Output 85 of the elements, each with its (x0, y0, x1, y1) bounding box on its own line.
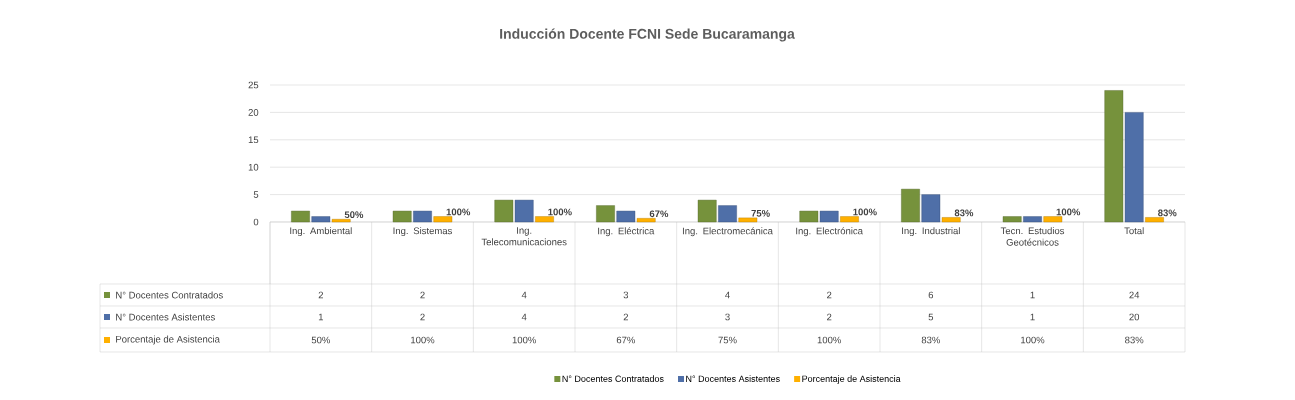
data-label: 67% (616, 336, 636, 344)
bar (1043, 216, 1063, 223)
data-label: 1 (318, 313, 324, 321)
text: 100% (446, 208, 471, 216)
text: 100% (853, 208, 877, 216)
x-tick-label: Total (1124, 227, 1144, 235)
data-label: 1 (1030, 313, 1035, 321)
data-label: 50% (311, 336, 331, 344)
bar (311, 216, 331, 223)
x-tick-label: Ing. Electrónica (796, 227, 863, 237)
y-tick-label: 5 (253, 191, 259, 198)
legend-label: Porcentaje de Asistencia (802, 375, 901, 384)
text: 67% (649, 210, 669, 218)
bar (1023, 216, 1042, 223)
text: N° Docentes Contratados (562, 375, 664, 382)
bar (596, 205, 615, 223)
text: N° Docentes Asistentes (686, 375, 780, 382)
text: 83% (1158, 209, 1177, 217)
x-tick-label: Ing. Industrial (902, 227, 960, 237)
bar (433, 216, 453, 223)
bar (921, 194, 941, 223)
data-label: 3 (725, 313, 730, 321)
bar (697, 199, 717, 223)
bar (819, 210, 839, 223)
bar (1002, 216, 1022, 223)
data-label: 1 (1030, 291, 1035, 299)
bar (636, 218, 656, 223)
y-tick-label: 0 (253, 218, 259, 226)
data-label: 2 (420, 313, 425, 321)
bar (616, 210, 636, 223)
text: 100% (548, 208, 572, 216)
data-label: 4 (521, 291, 527, 299)
bar (494, 199, 514, 223)
data-label: 20 (1129, 313, 1140, 321)
y-tick-label: 20 (248, 109, 259, 116)
bar (413, 210, 432, 223)
data-label: 75% (718, 336, 737, 344)
data-label: 83% (921, 336, 941, 344)
data-label: 100% (817, 336, 841, 344)
legend-label: N° Docentes Asistentes (116, 313, 215, 321)
legend-label: N° Docentes Contratados (116, 291, 223, 299)
bar (392, 210, 412, 223)
bar (331, 219, 351, 223)
data-label: 2 (623, 313, 629, 321)
x-tick-label: Ing. Eléctrica (598, 227, 655, 237)
text: 50% (344, 211, 364, 219)
y-tick-label: 10 (248, 163, 259, 171)
data-label: 100% (512, 336, 536, 344)
chart-title: Inducción Docente FCNI Sede Bucaramanga (500, 28, 795, 42)
data-label: 5 (928, 313, 934, 321)
bar (718, 205, 737, 223)
data-label: 83% (1125, 336, 1144, 344)
data-label: 6 (928, 291, 934, 299)
x-tick-label: Ing. Ambiental (290, 227, 352, 237)
data-label: 100% (1021, 336, 1045, 344)
bar (840, 216, 859, 223)
data-label: 2 (827, 313, 832, 321)
y-tick-label: 15 (248, 136, 259, 144)
x-tick-label: Ing. Sistemas (393, 227, 452, 237)
bar (535, 216, 554, 223)
data-label: 100% (411, 336, 435, 344)
data-label: 2 (318, 291, 324, 299)
x-tick-label: Ing. Electromecánica (682, 227, 773, 237)
bar (1124, 112, 1144, 223)
x-tick-label: Tecn. Estudios Geotécnicos (1000, 227, 1065, 246)
bar (1104, 90, 1124, 223)
data-label: 24 (1129, 291, 1140, 299)
data-label: 2 (420, 291, 425, 299)
bar (941, 217, 961, 223)
x-tick-label: Ing. Telecomunicaciones (481, 227, 567, 246)
text: 75% (751, 209, 770, 217)
bar (514, 199, 534, 223)
bar (799, 210, 819, 223)
data-label: 3 (623, 291, 629, 299)
bar (738, 217, 758, 223)
data-label: 4 (521, 313, 527, 321)
text: 100% (1056, 208, 1081, 216)
bar (291, 210, 310, 223)
data-label: 2 (827, 291, 832, 299)
data-label: 4 (725, 291, 730, 299)
bar (1145, 217, 1164, 223)
bar (901, 188, 920, 223)
text: Porcentaje de Asistencia (116, 335, 220, 345)
text: 83% (954, 209, 974, 217)
y-tick-label: 25 (248, 81, 259, 89)
